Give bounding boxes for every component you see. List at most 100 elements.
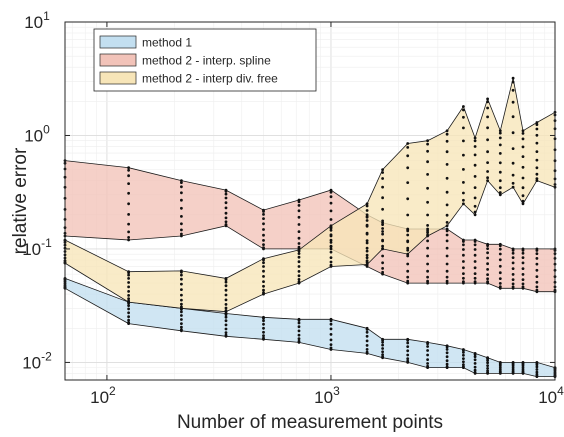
legend-label: method 1 xyxy=(142,36,192,50)
data-point xyxy=(486,364,489,367)
data-point xyxy=(297,252,301,256)
data-point xyxy=(462,348,465,351)
data-point xyxy=(180,234,183,238)
data-point xyxy=(262,239,265,242)
data-point xyxy=(511,278,515,281)
data-point xyxy=(535,257,539,260)
data-point xyxy=(426,362,429,365)
data-point xyxy=(462,253,465,257)
data-point xyxy=(180,318,183,321)
data-point xyxy=(462,202,465,206)
data-point xyxy=(498,247,502,251)
data-point xyxy=(521,155,525,159)
data-point xyxy=(473,253,477,257)
data-point xyxy=(224,306,228,310)
data-point xyxy=(262,246,265,250)
data-point xyxy=(521,129,525,133)
data-point xyxy=(511,368,515,372)
data-point xyxy=(535,121,539,124)
data-point xyxy=(381,254,384,258)
data-point xyxy=(127,285,130,289)
data-point xyxy=(426,345,429,348)
data-point xyxy=(486,150,489,154)
data-point xyxy=(329,190,333,194)
data-point xyxy=(224,309,228,312)
data-point xyxy=(224,216,228,220)
data-point xyxy=(365,204,369,208)
legend-swatch xyxy=(99,35,137,49)
data-point xyxy=(426,239,429,243)
data-point xyxy=(473,272,477,275)
data-point xyxy=(224,196,228,200)
data-point xyxy=(521,137,525,141)
data-point xyxy=(535,133,539,137)
data-point xyxy=(329,244,333,248)
data-point xyxy=(329,224,333,228)
data-point xyxy=(462,153,465,157)
data-point xyxy=(381,350,384,354)
legend-label: method 2 - interp. spline xyxy=(142,54,271,68)
data-point xyxy=(445,227,449,231)
band-lower-edge-2 xyxy=(64,225,555,293)
data-point xyxy=(426,234,429,238)
data-point xyxy=(127,311,130,315)
data-point xyxy=(381,185,384,189)
data-point xyxy=(329,346,333,350)
data-point xyxy=(381,207,384,211)
data-point xyxy=(445,163,449,166)
data-point xyxy=(180,328,183,331)
data-point xyxy=(445,269,449,273)
data-point xyxy=(381,337,384,341)
data-point xyxy=(381,219,384,223)
data-point xyxy=(224,288,228,292)
data-point xyxy=(406,213,410,217)
data-point xyxy=(445,348,449,351)
data-point xyxy=(511,173,515,177)
data-point xyxy=(262,284,265,288)
data-point xyxy=(381,343,384,347)
data-point xyxy=(297,274,301,278)
data-point xyxy=(381,261,384,265)
tick-layer: 102 103 104 10-2 10-1 100 101 xyxy=(22,9,564,407)
data-point xyxy=(511,261,515,265)
data-point xyxy=(473,355,477,359)
data-point xyxy=(297,248,301,252)
band-lower-edge-1 xyxy=(64,287,555,378)
data-point xyxy=(365,256,369,260)
x-axis-label: Number of measurement points xyxy=(177,412,443,433)
data-point xyxy=(329,343,333,346)
data-point xyxy=(462,191,465,195)
data-point xyxy=(381,232,384,236)
data-point xyxy=(180,222,183,226)
data-point xyxy=(535,166,539,170)
data-point xyxy=(462,108,465,112)
data-point xyxy=(535,361,539,364)
data-point xyxy=(473,362,477,365)
data-point xyxy=(262,265,265,268)
data-point xyxy=(224,303,228,306)
data-point xyxy=(224,277,228,280)
data-point xyxy=(535,127,539,131)
data-point xyxy=(486,251,489,255)
data-point xyxy=(445,233,449,237)
data-point xyxy=(329,260,333,264)
data-point xyxy=(297,242,301,245)
data-point xyxy=(127,290,130,293)
data-point xyxy=(486,273,489,276)
data-point xyxy=(426,227,429,231)
data-point xyxy=(180,273,183,277)
data-point xyxy=(426,262,429,266)
data-point xyxy=(535,141,539,145)
data-point xyxy=(297,204,301,207)
data-point xyxy=(521,247,525,251)
data-point xyxy=(486,247,489,251)
data-point xyxy=(262,269,265,273)
data-point xyxy=(381,171,384,174)
data-point xyxy=(426,349,429,352)
data-point xyxy=(498,368,502,372)
data-point xyxy=(406,197,410,201)
data-point xyxy=(127,166,130,170)
data-point xyxy=(365,253,369,257)
data-point xyxy=(473,213,477,217)
data-point xyxy=(473,139,477,143)
